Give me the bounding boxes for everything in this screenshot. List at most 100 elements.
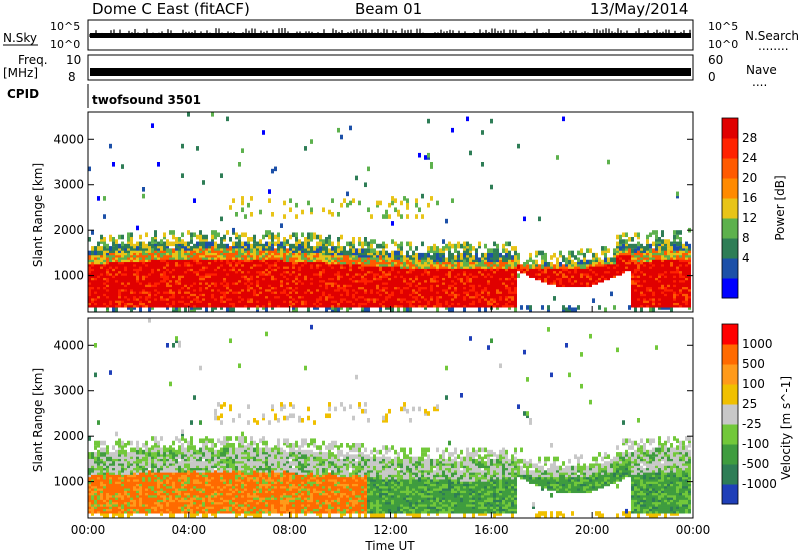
power-cell bbox=[454, 255, 457, 260]
nave-label: Nave bbox=[746, 63, 777, 77]
power-cell bbox=[118, 234, 121, 240]
power-cell bbox=[319, 241, 322, 247]
power-cell bbox=[232, 198, 235, 203]
power-cell bbox=[628, 305, 631, 310]
power-cell bbox=[610, 291, 613, 297]
power-cell bbox=[376, 200, 379, 206]
power-cell bbox=[355, 175, 358, 181]
power-cell bbox=[484, 252, 487, 258]
power-cell bbox=[163, 232, 166, 238]
freq-trace bbox=[90, 68, 691, 76]
power-cell bbox=[616, 241, 619, 247]
power-cell bbox=[379, 243, 382, 249]
power-cell bbox=[175, 237, 178, 242]
power-cell bbox=[166, 239, 169, 244]
power-cell bbox=[481, 162, 484, 167]
power-cell bbox=[196, 234, 199, 240]
power-cell bbox=[364, 182, 367, 188]
power-cell bbox=[253, 243, 256, 249]
power-cell bbox=[112, 307, 115, 313]
power-cell bbox=[241, 148, 244, 153]
power-cell bbox=[646, 243, 649, 249]
power-cell bbox=[484, 307, 487, 313]
power-cell bbox=[406, 241, 409, 247]
power-cell bbox=[262, 234, 265, 240]
power-cell bbox=[112, 162, 115, 167]
power-cell bbox=[334, 307, 337, 313]
power-cell bbox=[103, 214, 106, 219]
power-cell bbox=[619, 234, 622, 240]
power-cell bbox=[538, 250, 541, 256]
power-cell bbox=[448, 246, 451, 251]
power-cell bbox=[439, 248, 442, 253]
power-cell bbox=[358, 248, 361, 253]
power-cell bbox=[526, 259, 529, 265]
power-cell bbox=[94, 246, 97, 251]
power-cell bbox=[436, 252, 439, 258]
power-cell bbox=[478, 257, 481, 263]
power-cell bbox=[94, 307, 97, 313]
power-cell bbox=[529, 305, 532, 310]
power-cell bbox=[472, 246, 475, 251]
power-cell bbox=[295, 241, 298, 247]
power-cell bbox=[154, 230, 157, 235]
power-cell bbox=[289, 243, 292, 249]
power-cell bbox=[517, 264, 520, 269]
power-cell bbox=[295, 307, 298, 313]
power-cell bbox=[196, 146, 199, 151]
power-cell bbox=[487, 257, 490, 263]
power-cell bbox=[223, 234, 226, 240]
power-cell bbox=[439, 252, 442, 258]
power-cell bbox=[463, 259, 466, 265]
power-cell bbox=[364, 248, 367, 253]
power-cell bbox=[205, 307, 208, 313]
power-cell bbox=[430, 162, 433, 167]
power-cell bbox=[199, 237, 202, 242]
power-cell bbox=[634, 248, 637, 253]
power-cell bbox=[169, 241, 172, 247]
power-cell bbox=[301, 241, 304, 247]
power-cell bbox=[229, 237, 232, 242]
power-cell bbox=[505, 248, 508, 253]
power-cell bbox=[397, 243, 400, 249]
power-cell bbox=[346, 307, 349, 313]
power-cell bbox=[409, 307, 412, 313]
nsearch-label: N.Search bbox=[745, 29, 799, 43]
power-cell bbox=[517, 143, 520, 149]
freq-unit: [MHz] bbox=[3, 66, 38, 80]
power-cell bbox=[274, 241, 277, 247]
power-cell bbox=[328, 239, 331, 244]
power-cell bbox=[403, 196, 406, 201]
power-cell bbox=[391, 239, 394, 244]
power-cell bbox=[121, 164, 124, 169]
power-cell bbox=[634, 307, 637, 313]
power-cell bbox=[295, 246, 298, 251]
power-cell bbox=[577, 257, 580, 263]
power-cell bbox=[385, 209, 388, 215]
power-cell bbox=[289, 198, 292, 203]
power-cell bbox=[304, 248, 307, 253]
power-cell bbox=[415, 214, 418, 219]
power-cell bbox=[589, 259, 592, 265]
power-cell bbox=[505, 252, 508, 258]
power-cell bbox=[415, 202, 418, 208]
power-cell bbox=[448, 307, 451, 313]
power-cell bbox=[433, 243, 436, 249]
power-cell bbox=[97, 250, 100, 256]
power-cell bbox=[259, 209, 262, 215]
power-cell bbox=[550, 262, 553, 267]
power-cell bbox=[241, 196, 244, 201]
power-cell bbox=[574, 262, 577, 267]
power-cell bbox=[421, 241, 424, 247]
power-cell bbox=[541, 264, 544, 269]
power-cell bbox=[97, 246, 100, 251]
power-cell bbox=[316, 241, 319, 247]
power-cell bbox=[505, 257, 508, 263]
date-title: 13/May/2014 bbox=[590, 0, 688, 18]
power-cell bbox=[271, 246, 274, 251]
power-cell bbox=[544, 257, 547, 263]
power-cell bbox=[268, 189, 271, 194]
power-cell bbox=[598, 257, 601, 263]
freq-tick-hi: 10 bbox=[66, 53, 81, 67]
power-cell bbox=[421, 193, 424, 199]
